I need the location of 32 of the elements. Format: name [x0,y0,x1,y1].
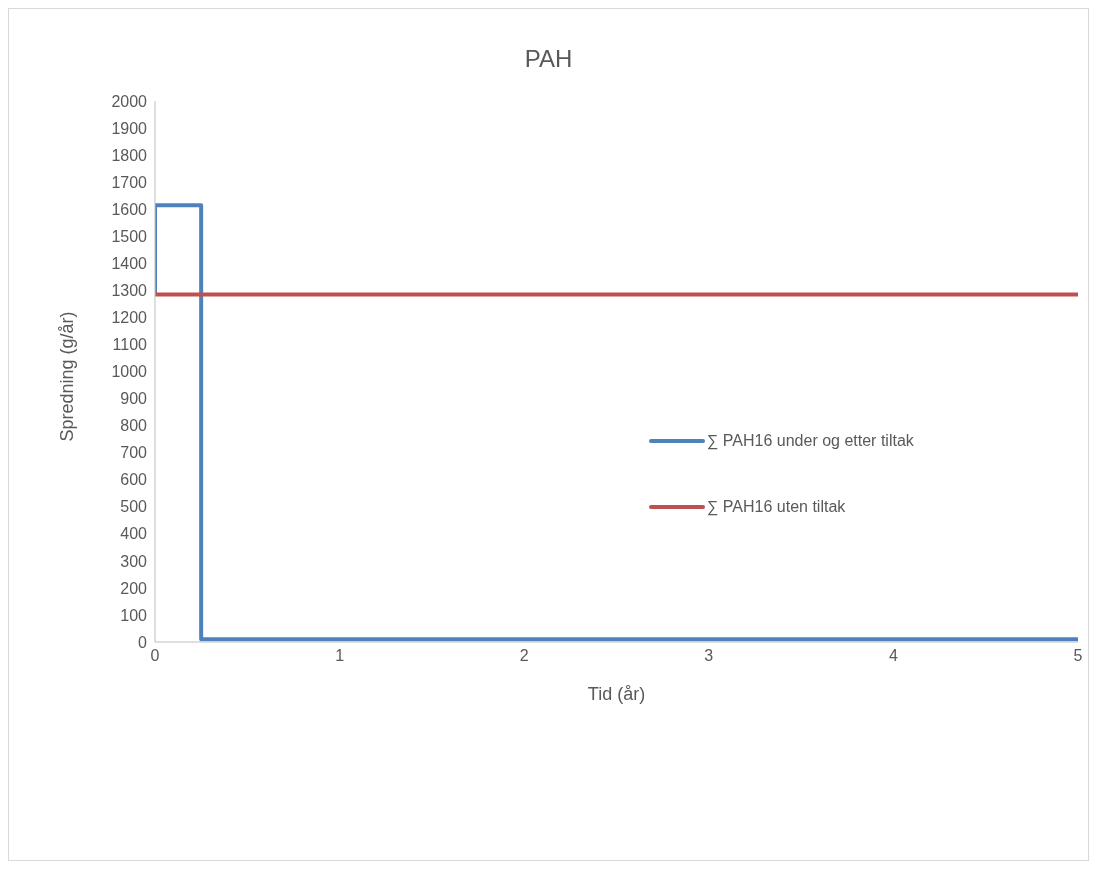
x-tick-label: 5 [1073,647,1083,665]
y-tick-label: 600 [120,471,148,489]
y-tick-label: 700 [120,444,148,462]
y-tick-label: 1300 [111,282,148,300]
legend-label: ∑ PAH16 uten tiltak [707,498,846,516]
y-tick-label: 1400 [111,254,148,272]
y-tick-label: 1500 [111,227,148,245]
y-tick-label: 1800 [111,146,148,164]
y-tick-label: 1000 [111,363,148,381]
legend-label: ∑ PAH16 under og etter tiltak [707,432,914,450]
y-tick-label: 0 [138,633,148,651]
y-axis-title: Spredning (g/år) [57,311,78,442]
y-tick-label: 500 [120,498,148,516]
y-tick-label: 1200 [111,309,148,327]
y-tick-label: 1700 [111,173,148,191]
y-tick-label: 300 [120,552,148,570]
y-tick-label: 1100 [112,336,148,354]
chart-title: PAH [523,45,574,73]
y-tick-label: 100 [120,606,148,624]
y-tick-label: 2000 [111,92,148,110]
x-tick-label: 1 [335,647,345,665]
y-tick-label: 900 [120,390,148,408]
y-tick-label: 800 [120,417,148,435]
x-axis-title: Tid (år) [587,684,646,704]
y-tick-label: 400 [120,525,148,543]
y-tick-label: 1900 [111,119,148,137]
x-tick-label: 3 [704,647,714,665]
y-tick-label: 1600 [111,200,148,218]
y-tick-label: 200 [120,579,148,597]
x-tick-label: 0 [150,647,160,665]
x-tick-label: 4 [888,647,898,665]
x-tick-label: 2 [519,647,529,665]
